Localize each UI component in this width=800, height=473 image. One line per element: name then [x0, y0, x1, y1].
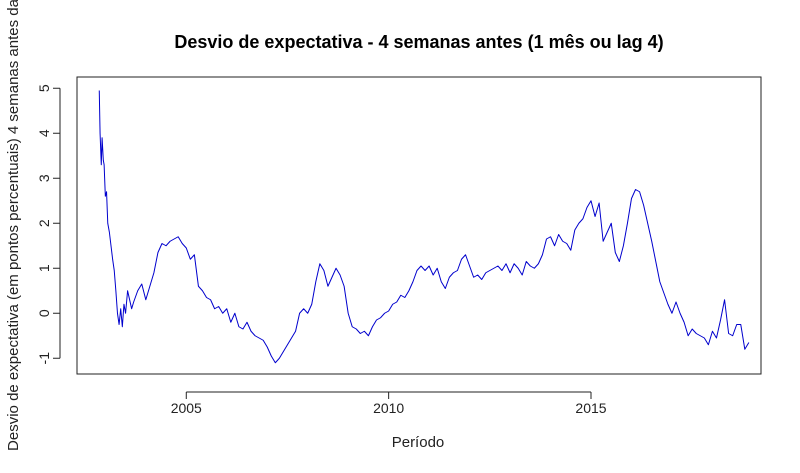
- y-tick-label: 5: [36, 84, 52, 92]
- y-tick-label: 4: [36, 129, 52, 137]
- y-tick-label: 1: [36, 264, 52, 272]
- x-tick-label: 2010: [373, 400, 404, 416]
- x-tick-label: 2005: [171, 400, 202, 416]
- plot-frame: [76, 76, 762, 375]
- y-axis: -1 0 1 2 3 4 5: [36, 84, 61, 365]
- x-axis: 2005 2010 2015: [171, 391, 607, 416]
- series-line: [98, 90, 750, 364]
- x-tick-label: 2015: [575, 400, 606, 416]
- y-tick-label: 2: [36, 219, 52, 227]
- chart-title: Desvio de expectativa - 4 semanas antes …: [174, 32, 663, 52]
- series-layer: [98, 90, 750, 364]
- y-axis-title: Desvio de expectativa (em pontos percent…: [5, 0, 22, 451]
- y-tick-label: -1: [36, 352, 52, 365]
- y-tick-label: 0: [36, 309, 52, 317]
- y-tick-label: 3: [36, 174, 52, 182]
- x-axis-title: Período: [392, 434, 445, 451]
